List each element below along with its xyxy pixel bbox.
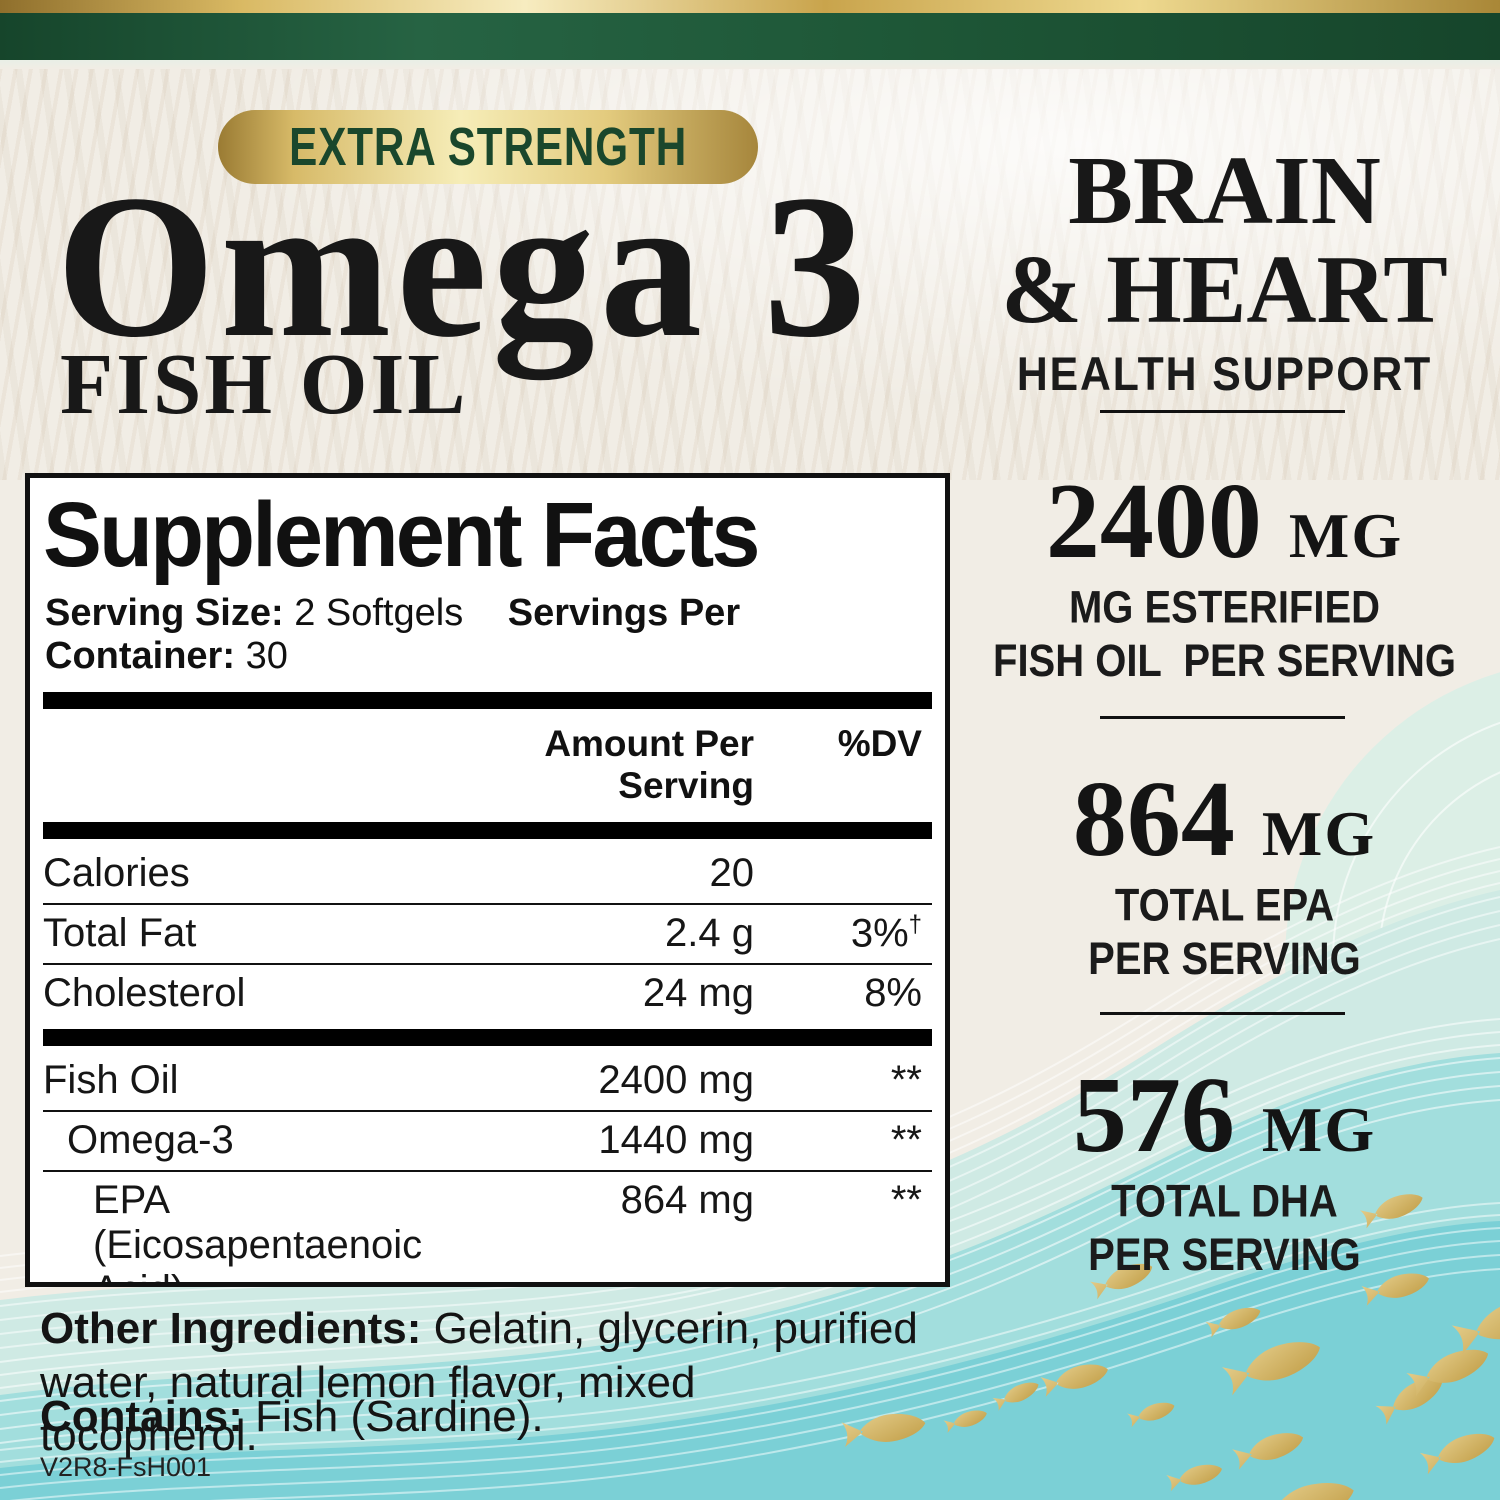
supplement-facts-title: Supplement Facts — [43, 484, 760, 586]
serving-size-value: 2 Softgels — [294, 591, 464, 634]
stat-unit: MG — [1261, 798, 1377, 869]
benefit-subheading: HEALTH SUPPORT — [1016, 346, 1433, 401]
servings-per-container-label: Servings Per Container: — [45, 591, 741, 677]
servings-per-container-value: 30 — [245, 634, 288, 677]
thick-rule — [43, 1029, 932, 1046]
stat-line: FISH OIL PER SERVING — [993, 635, 1456, 687]
stat-epa: 864 MG TOTAL EPA PER SERVING — [972, 766, 1477, 985]
col-amount-per-serving: Amount Per Serving — [544, 722, 754, 806]
other-ingredients-label: Other Ingredients: — [40, 1304, 422, 1353]
benefit-line2: & HEART — [1001, 235, 1448, 343]
other-ingredients-text: Gelatin, glycerin, purified water, natur… — [40, 1304, 918, 1461]
thick-rule — [43, 691, 932, 709]
contains-text: Fish (Sardine). — [242, 1392, 544, 1441]
stat-fish-oil: 2400 MG MG ESTERIFIED FISH OIL PER SERVIN… — [972, 468, 1477, 687]
benefit-heading: BRAIN & HEART HEALTH SUPPORT — [972, 137, 1477, 401]
other-ingredients: Other Ingredients: Gelatin, glycerin, pu… — [40, 1302, 920, 1463]
serving-info: Serving Size: 2 Softgels Servings Per Co… — [45, 592, 932, 678]
supplement-facts-panel: Supplement Facts Serving Size: 2 Softgel… — [25, 473, 950, 1287]
fact-row-omega3: Omega-3 1440 mg ** — [43, 1110, 932, 1170]
thick-rule — [43, 821, 932, 839]
banner-seam — [0, 60, 1500, 69]
fact-row-epa: EPA (Eicosapentaenoic Acid) 864 mg ** — [43, 1170, 932, 1282]
stat-line: TOTAL EPA — [1114, 880, 1335, 931]
product-code: V2R8-FsH001 — [40, 1452, 212, 1482]
divider-line — [1100, 716, 1345, 719]
col-dv: %DV — [837, 722, 922, 764]
divider-line — [1100, 1012, 1345, 1015]
fact-row-total-fat: Total Fat 2.4 g 3%† — [43, 902, 932, 963]
stat-line: PER SERVING — [1088, 1229, 1361, 1281]
divider-line — [1100, 410, 1345, 413]
fact-row-calories: Calories 20 — [43, 850, 754, 895]
stat-line: MG ESTERIFIED — [1068, 582, 1381, 633]
serving-size-label: Serving Size: — [45, 591, 284, 634]
contains-label: Contains: — [40, 1392, 243, 1441]
product-subtitle: FISH OIL — [60, 335, 469, 432]
stat-value: 576 — [1072, 1056, 1235, 1175]
stat-value: 864 — [1072, 760, 1235, 879]
stat-dha: 576 MG TOTAL DHA PER SERVING — [972, 1062, 1477, 1281]
stat-unit: MG — [1288, 500, 1404, 571]
stat-line: TOTAL DHA — [1111, 1176, 1338, 1227]
stat-unit: MG — [1261, 1094, 1377, 1165]
facts-header-row: Amount Per Serving %DV — [43, 715, 932, 816]
fact-row-cholesterol: Cholesterol 24 mg 8% — [43, 963, 932, 1023]
stat-line: PER SERVING — [1088, 933, 1361, 985]
stat-value: 2400 — [1045, 462, 1262, 581]
allergen-contains: Contains: Fish (Sardine). — [40, 1392, 920, 1442]
top-gold-bar — [0, 0, 1500, 13]
benefit-line1: BRAIN — [1068, 137, 1381, 244]
top-green-bar — [0, 13, 1500, 60]
fact-row-fish-oil: Fish Oil 2400 mg ** — [43, 1058, 922, 1102]
